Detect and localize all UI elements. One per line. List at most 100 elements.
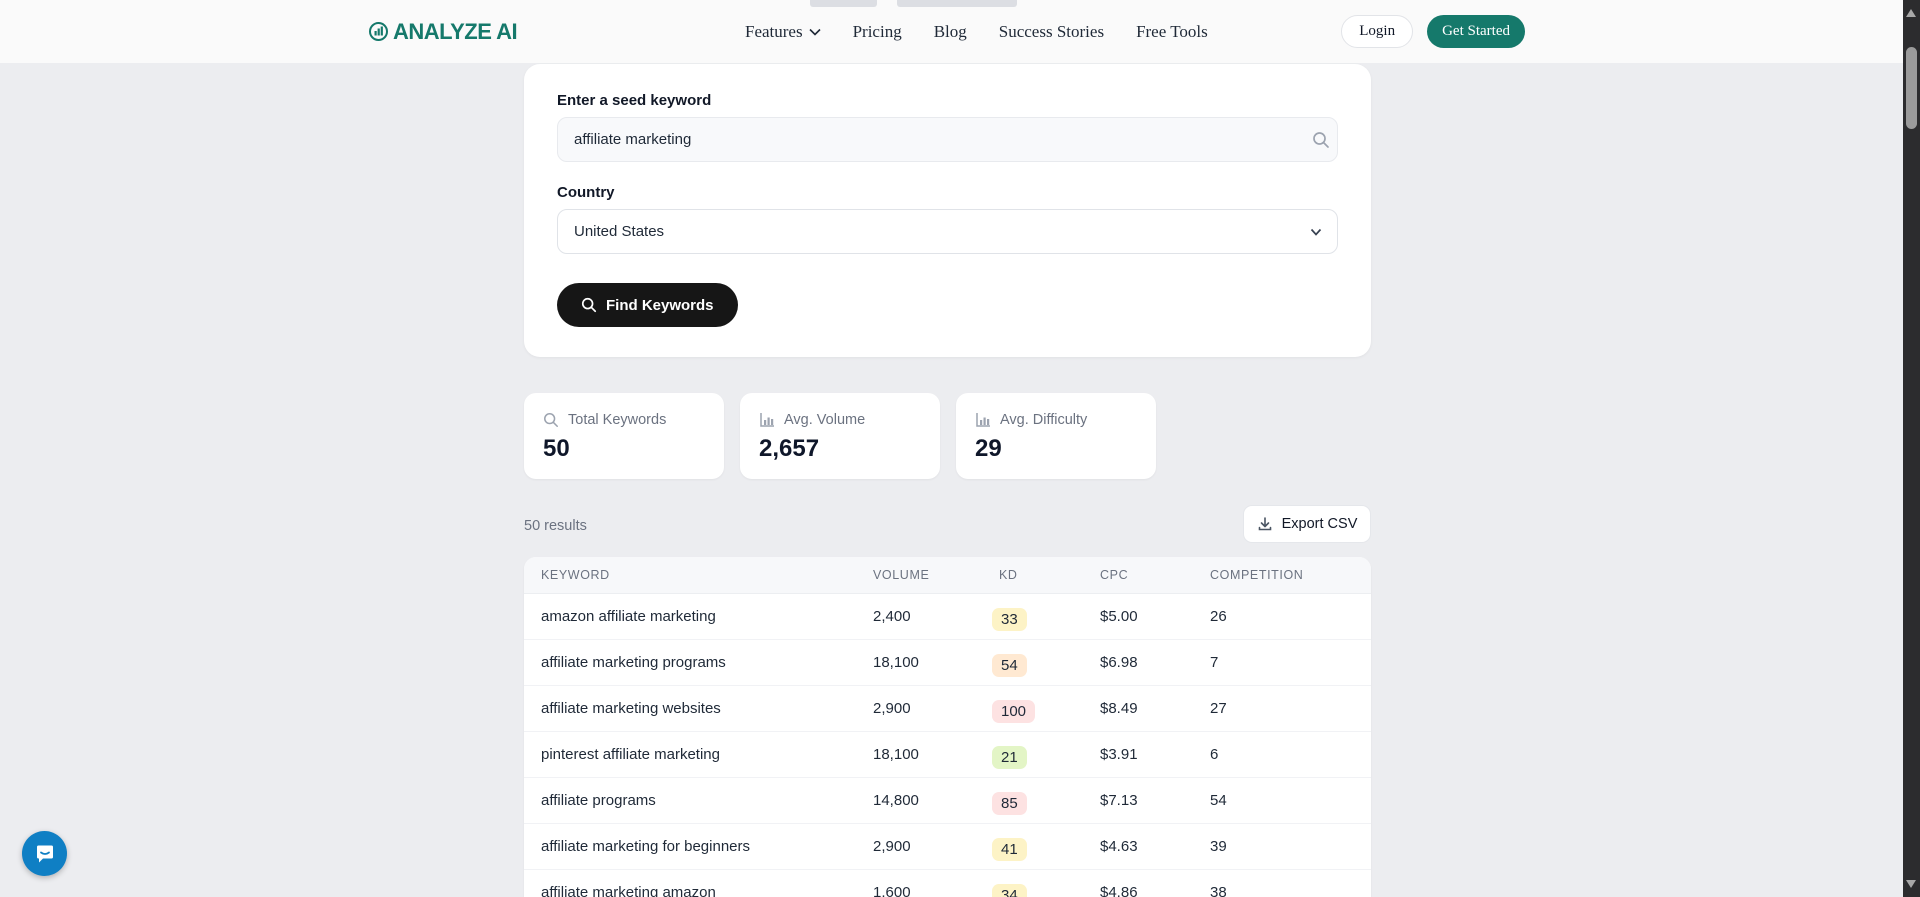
stat-card-total-keywords: Total Keywords 50 bbox=[524, 393, 724, 479]
keywords-table: KEYWORD VOLUME KD CPC COMPETITION amazon… bbox=[524, 557, 1371, 897]
vertical-scrollbar bbox=[1903, 0, 1920, 897]
volume-cell: 1,600 bbox=[873, 884, 911, 897]
results-count: 50 results bbox=[524, 518, 587, 534]
logo-icon bbox=[368, 21, 389, 42]
stat-value: 2,657 bbox=[759, 435, 820, 462]
chat-widget-button[interactable] bbox=[22, 831, 67, 876]
seed-keyword-input[interactable] bbox=[557, 117, 1338, 162]
competition-cell: 54 bbox=[1210, 792, 1227, 809]
stat-label: Total Keywords bbox=[568, 412, 667, 428]
keyword-cell: pinterest affiliate marketing bbox=[541, 746, 720, 763]
kd-badge: 85 bbox=[992, 792, 1027, 815]
kd-badge: 34 bbox=[992, 884, 1027, 897]
export-csv-label: Export CSV bbox=[1281, 516, 1358, 532]
column-header-cpc: CPC bbox=[1100, 568, 1129, 582]
volume-cell: 18,100 bbox=[873, 654, 919, 671]
nav-item-success-stories[interactable]: Success Stories bbox=[999, 22, 1104, 42]
cpc-cell: $3.91 bbox=[1100, 746, 1138, 763]
nav-item-label: Features bbox=[745, 21, 803, 41]
nav-item-blog[interactable]: Blog bbox=[934, 22, 967, 42]
country-select[interactable]: United States bbox=[557, 209, 1338, 254]
stat-label: Avg. Volume bbox=[784, 412, 866, 428]
keyword-cell: affiliate programs bbox=[541, 792, 656, 809]
competition-cell: 39 bbox=[1210, 838, 1227, 855]
stat-card-avg-volume: Avg. Volume 2,657 bbox=[740, 393, 940, 479]
cpc-cell: $8.49 bbox=[1100, 700, 1138, 717]
nav-item-pricing[interactable]: Pricing bbox=[853, 22, 902, 42]
find-keywords-label: Find Keywords bbox=[606, 296, 714, 314]
find-keywords-button[interactable]: Find Keywords bbox=[557, 283, 738, 327]
login-button[interactable]: Login bbox=[1341, 15, 1414, 48]
logo-text: ANALYZE AI bbox=[393, 18, 518, 44]
nav-item-features[interactable]: Features bbox=[745, 22, 821, 42]
kd-badge: 54 bbox=[992, 654, 1027, 677]
cpc-cell: $5.00 bbox=[1100, 608, 1138, 625]
column-header-kd: KD bbox=[999, 568, 1018, 582]
keyword-cell: affiliate marketing for beginners bbox=[541, 838, 751, 855]
brand-logo[interactable]: ANALYZE AI bbox=[368, 0, 518, 63]
scrolled-content-peek bbox=[810, 0, 877, 7]
stat-value: 29 bbox=[975, 435, 1002, 462]
scrollbar-up-arrow[interactable] bbox=[1906, 9, 1916, 17]
get-started-button[interactable]: Get Started bbox=[1427, 15, 1525, 48]
table-row: affiliate marketing amazon 1,600 34 $4.8… bbox=[524, 870, 1371, 897]
search-icon bbox=[581, 297, 597, 313]
stat-label: Avg. Difficulty bbox=[1000, 412, 1088, 428]
cpc-cell: $4.63 bbox=[1100, 838, 1138, 855]
table-row: pinterest affiliate marketing 18,100 21 … bbox=[524, 732, 1371, 778]
chevron-down-icon bbox=[1309, 224, 1323, 240]
competition-cell: 7 bbox=[1210, 654, 1219, 671]
bar-chart-icon bbox=[975, 412, 991, 428]
table-header-row: KEYWORD VOLUME KD CPC COMPETITION bbox=[524, 557, 1371, 594]
competition-cell: 38 bbox=[1210, 884, 1227, 897]
column-header-keyword: KEYWORD bbox=[541, 568, 610, 582]
nav-item-label: Free Tools bbox=[1136, 21, 1208, 41]
stat-value: 50 bbox=[543, 435, 570, 462]
export-csv-button[interactable]: Export CSV bbox=[1243, 505, 1371, 543]
table-row: affiliate marketing websites 2,900 100 $… bbox=[524, 686, 1371, 732]
table-row: affiliate marketing for beginners 2,900 … bbox=[524, 824, 1371, 870]
kd-badge: 41 bbox=[992, 838, 1027, 861]
nav-item-label: Success Stories bbox=[998, 21, 1105, 41]
volume-cell: 2,900 bbox=[873, 838, 911, 855]
volume-cell: 2,900 bbox=[873, 700, 911, 717]
bar-chart-icon bbox=[759, 412, 775, 428]
download-icon bbox=[1257, 516, 1273, 532]
keyword-cell: affiliate marketing programs bbox=[541, 654, 726, 671]
keyword-cell: affiliate marketing amazon bbox=[541, 884, 716, 897]
cpc-cell: $6.98 bbox=[1100, 654, 1138, 671]
competition-cell: 27 bbox=[1210, 700, 1227, 717]
cpc-cell: $4.86 bbox=[1100, 884, 1138, 897]
chat-bubble-icon bbox=[33, 842, 57, 866]
table-row: affiliate marketing programs 18,100 54 $… bbox=[524, 640, 1371, 686]
nav-actions: Login Get Started bbox=[1341, 15, 1525, 48]
competition-cell: 6 bbox=[1210, 746, 1219, 763]
kd-badge: 33 bbox=[992, 608, 1027, 631]
kd-badge: 100 bbox=[992, 700, 1036, 723]
country-label: Country bbox=[557, 184, 615, 201]
keyword-cell: affiliate marketing websites bbox=[541, 700, 721, 717]
nav-item-label: Pricing bbox=[852, 21, 902, 41]
country-select-value: United States bbox=[574, 223, 665, 240]
table-row: amazon affiliate marketing 2,400 33 $5.0… bbox=[524, 594, 1371, 640]
scrolled-content-peek bbox=[897, 0, 1017, 7]
column-header-volume: VOLUME bbox=[873, 568, 930, 582]
keyword-search-card: Enter a seed keyword Country United Stat… bbox=[524, 64, 1371, 357]
search-icon bbox=[543, 412, 559, 428]
scrollbar-down-arrow[interactable] bbox=[1906, 880, 1916, 888]
nav-links: Features Pricing Blog Success Stories Fr… bbox=[745, 0, 1208, 63]
table-row: affiliate programs 14,800 85 $7.13 54 bbox=[524, 778, 1371, 824]
column-header-competition: COMPETITION bbox=[1210, 568, 1304, 582]
competition-cell: 26 bbox=[1210, 608, 1227, 625]
scrollbar-thumb[interactable] bbox=[1906, 47, 1917, 129]
volume-cell: 2,400 bbox=[873, 608, 911, 625]
nav-item-free-tools[interactable]: Free Tools bbox=[1136, 22, 1208, 42]
kd-badge: 21 bbox=[992, 746, 1027, 769]
volume-cell: 14,800 bbox=[873, 792, 919, 809]
keyword-cell: amazon affiliate marketing bbox=[541, 608, 716, 625]
seed-keyword-label: Enter a seed keyword bbox=[557, 92, 712, 109]
volume-cell: 18,100 bbox=[873, 746, 919, 763]
top-navbar: ANALYZE AI Features Pricing Blog Success… bbox=[0, 0, 1903, 63]
search-icon bbox=[1312, 131, 1330, 154]
